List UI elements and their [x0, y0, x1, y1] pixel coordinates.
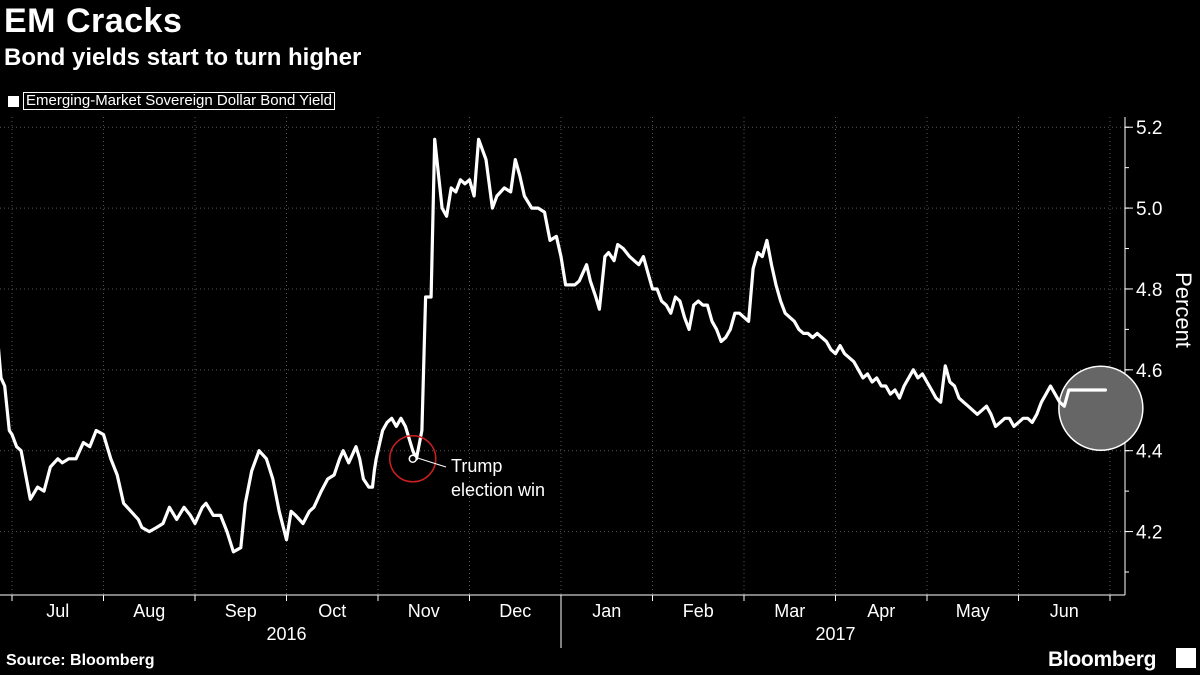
annotation-ring [389, 435, 437, 483]
series [0, 137, 1108, 554]
highlight-circle [1058, 365, 1144, 451]
y-tick-label: 4.6 [1136, 361, 1162, 382]
legend-swatch [8, 95, 19, 107]
grid [0, 117, 1125, 595]
y-tick-label: 5.2 [1136, 118, 1162, 139]
x-tick-label: Feb [683, 601, 714, 621]
source-note: Source: Bloomberg [6, 652, 155, 669]
x-tick-label: May [956, 601, 990, 621]
chart-title: EM Cracks [4, 2, 183, 40]
brand-logo: Bloomberg [1048, 648, 1157, 671]
y-axis-label: Percent [1171, 272, 1196, 348]
x-tick-label: Mar [774, 601, 805, 621]
x-tick-label: Sep [225, 601, 257, 621]
x-tick-label: Aug [133, 601, 165, 621]
legend-label: Emerging-Market Sovereign Dollar Bond Yi… [23, 92, 335, 110]
axes: 4.2 4.4 4.6 4.8 5.0 5.2 Percent Jul Aug Sep Oct Nov… [0, 117, 1196, 648]
highlight-circle [1058, 365, 1144, 451]
year-label: 2016 [266, 624, 306, 644]
y-tick-label: 5.0 [1136, 199, 1162, 220]
legend: Emerging-Market Sovereign Dollar Bond Yi… [8, 92, 335, 110]
annotation-leader [416, 457, 447, 468]
x-tick-label: Jun [1050, 601, 1079, 621]
y-tick-label: 4.4 [1136, 442, 1163, 463]
x-tick-label: Oct [318, 601, 346, 621]
brand-mark-icon [1176, 648, 1196, 668]
series-line-em-yield [0, 137, 1108, 554]
x-tick-label: Apr [867, 601, 895, 621]
chart-subtitle: Bond yields start to turn higher [4, 44, 362, 71]
annotations: Trump election win [389, 435, 545, 500]
annotation-point [408, 454, 418, 464]
annotation-text: Trump [451, 456, 502, 476]
x-tick-label: Dec [499, 601, 531, 621]
x-tick-label: Jan [592, 601, 621, 621]
x-tick-label: Jul [46, 601, 69, 621]
year-label: 2017 [815, 624, 855, 644]
x-tick-label: Nov [408, 601, 440, 621]
y-tick-label: 4.2 [1136, 523, 1162, 544]
annotation-text: election win [451, 480, 545, 500]
y-tick-label: 4.8 [1136, 280, 1162, 301]
